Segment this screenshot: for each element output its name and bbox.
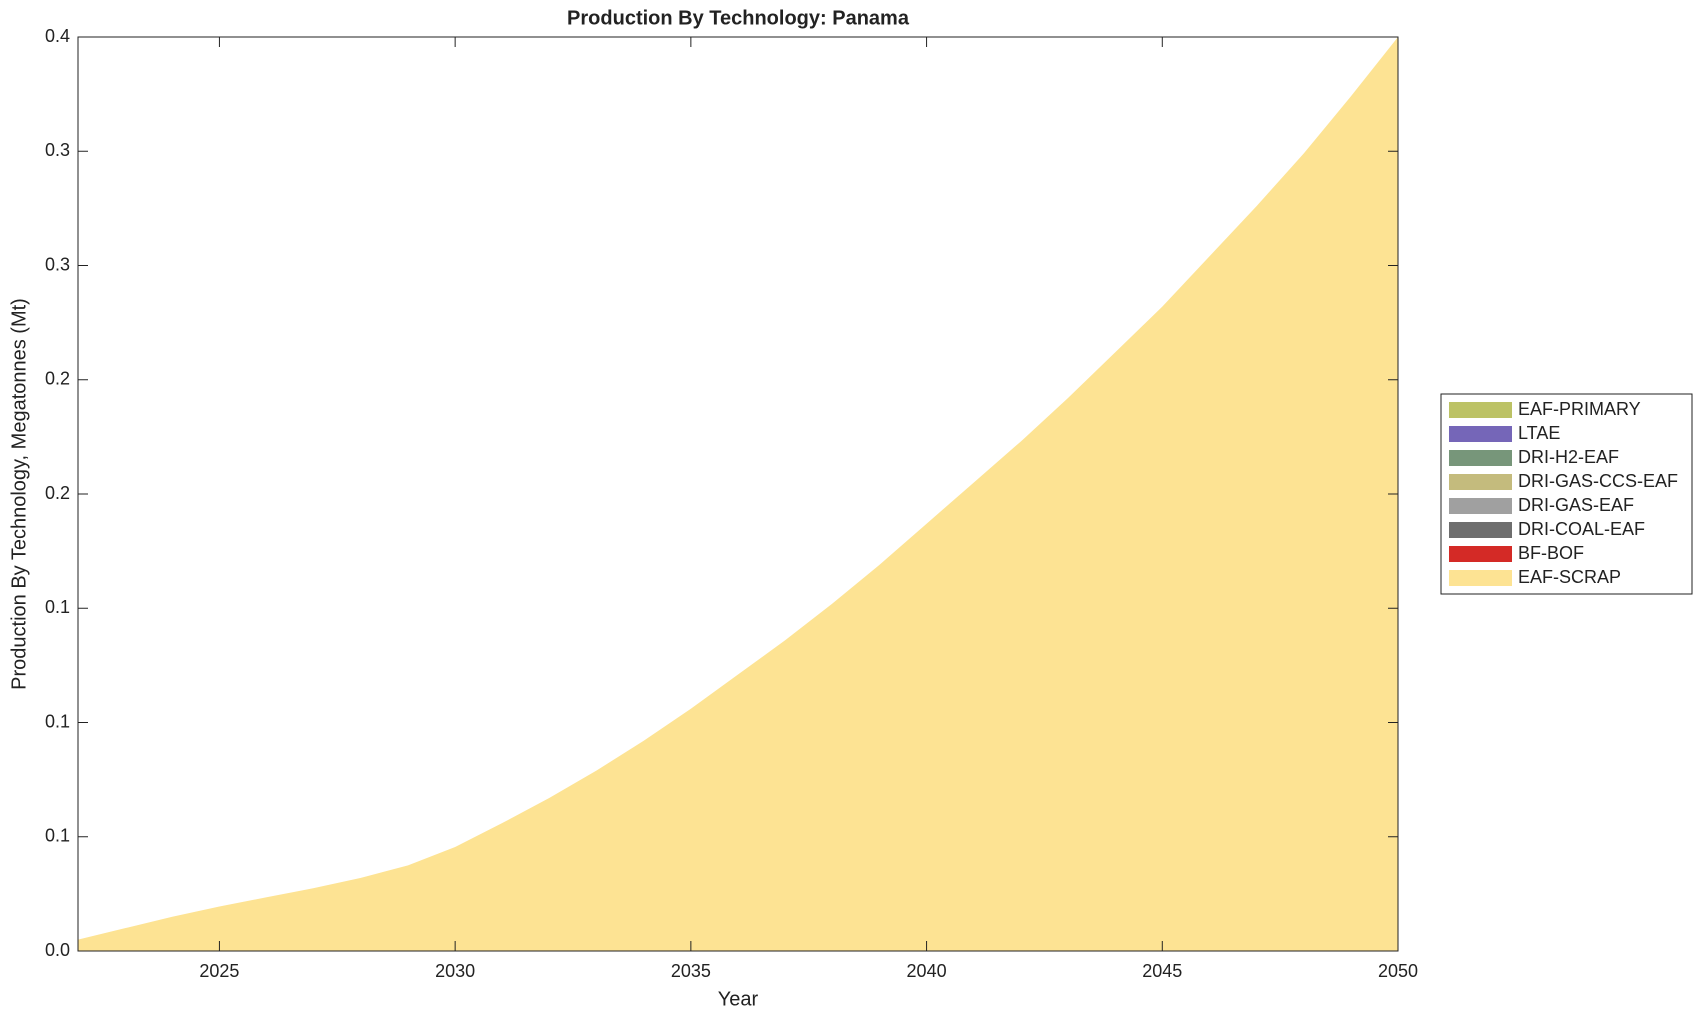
- x-tick-label: 2045: [1142, 961, 1182, 981]
- legend-swatch: [1449, 570, 1512, 586]
- legend-label: BF-BOF: [1518, 543, 1584, 563]
- legend-label: DRI-H2-EAF: [1518, 447, 1619, 467]
- y-tick-label: 0.1: [45, 711, 70, 731]
- area: [78, 37, 1398, 951]
- y-tick-label: 0.2: [45, 369, 70, 389]
- chart-title: Production By Technology: Panama: [567, 7, 910, 29]
- x-tick-label: 2050: [1378, 961, 1418, 981]
- legend-label: DRI-GAS-CCS-EAF: [1518, 471, 1678, 491]
- legend-label: EAF-PRIMARY: [1518, 399, 1641, 419]
- legend-swatch: [1449, 402, 1512, 418]
- x-axis-label: Year: [718, 988, 759, 1010]
- y-tick-label: 0.2: [45, 483, 70, 503]
- x-tick-label: 2025: [199, 961, 239, 981]
- legend-swatch: [1449, 474, 1512, 490]
- y-tick-label: 0.0: [45, 940, 70, 960]
- legend-swatch: [1449, 498, 1512, 514]
- x-tick-label: 2035: [671, 961, 711, 981]
- x-tick-label: 2040: [907, 961, 947, 981]
- legend-label: EAF-SCRAP: [1518, 567, 1621, 587]
- legend-swatch: [1449, 546, 1512, 562]
- y-tick-label: 0.3: [45, 254, 70, 274]
- y-tick-label: 0.1: [45, 826, 70, 846]
- legend-swatch: [1449, 426, 1512, 442]
- y-axis-label: Production By Technology, Megatonnes (Mt…: [8, 298, 30, 690]
- y-tick-label: 0.4: [45, 26, 70, 46]
- legend-swatch: [1449, 450, 1512, 466]
- legend-label: DRI-COAL-EAF: [1518, 519, 1645, 539]
- legend-swatch: [1449, 522, 1512, 538]
- legend-label: DRI-GAS-EAF: [1518, 495, 1634, 515]
- x-tick-label: 2030: [435, 961, 475, 981]
- y-tick-label: 0.1: [45, 597, 70, 617]
- legend-label: LTAE: [1518, 423, 1560, 443]
- y-tick-label: 0.3: [45, 140, 70, 160]
